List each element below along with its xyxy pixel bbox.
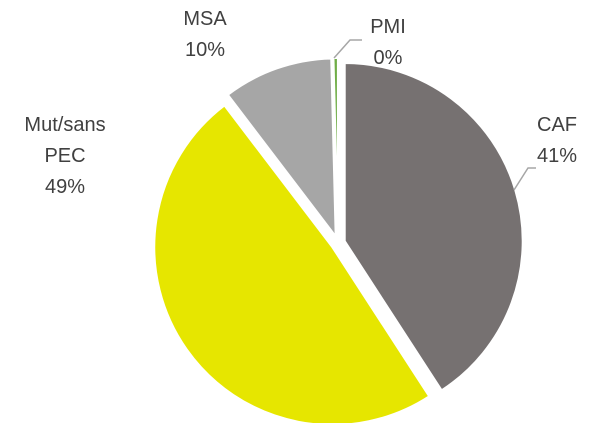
pie-slice [226, 57, 337, 240]
category-label: CAF [537, 114, 577, 136]
value-label: 0% [373, 47, 403, 69]
leader-line [333, 39, 362, 59]
slice-label: MSA 10% [183, 4, 226, 66]
leader-line [513, 167, 536, 191]
slice-label: Mut/sans PEC 49% [15, 110, 115, 203]
category-label: PMI [370, 16, 406, 38]
value-label: 41% [536, 145, 578, 167]
slice-label: PMI 0% [370, 12, 406, 74]
value-label: 10% [184, 39, 226, 61]
pie-slice [343, 62, 524, 392]
category-label: MSA [183, 8, 227, 30]
value-label: 49% [44, 176, 86, 198]
pie-slice [153, 104, 431, 423]
category-label: Mut/sans PEC [24, 114, 106, 167]
pie-slice [332, 57, 339, 237]
slice-label: CAF 41% [537, 110, 577, 172]
